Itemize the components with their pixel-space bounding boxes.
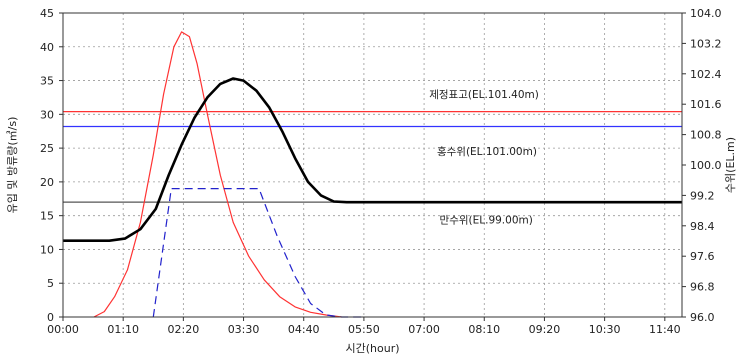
y-left-tick-label: 40 — [40, 41, 54, 54]
y-right-tick-label: 96.0 — [690, 311, 715, 324]
x-tick-label: 03:30 — [228, 323, 260, 336]
y-right-tick-label: 97.6 — [690, 250, 715, 263]
series-line-2 — [63, 77, 682, 242]
x-tick-label: 02:20 — [168, 323, 200, 336]
x-tick-label: 04:40 — [288, 323, 320, 336]
x-tick-label: 05:50 — [348, 323, 380, 336]
x-tick-label: 10:30 — [589, 323, 621, 336]
x-tick-label: 01:10 — [107, 323, 139, 336]
y-left-tick-label: 5 — [47, 277, 54, 290]
y-left-tick-label: 25 — [40, 142, 54, 155]
y-right-tick-label: 100.0 — [690, 159, 722, 172]
y-left-tick-label: 45 — [40, 7, 54, 20]
y-left-tick-label: 0 — [47, 311, 54, 324]
y-left-tick-label: 15 — [40, 210, 54, 223]
series-line-3 — [152, 188, 363, 318]
series-line-1 — [93, 31, 342, 318]
x-tick-label: 08:10 — [468, 323, 500, 336]
reference-label: 홍수위(EL.101.00m) — [437, 145, 537, 158]
x-tick-label: 11:40 — [649, 323, 681, 336]
x-tick-label: 07:00 — [408, 323, 440, 336]
y-right-tick-label: 104.0 — [690, 7, 722, 20]
y-right-tick-label: 99.2 — [690, 189, 715, 202]
y-left-tick-label: 35 — [40, 75, 54, 88]
y-left-tick-label: 10 — [40, 243, 54, 256]
y-left-tick-label: 20 — [40, 176, 54, 189]
x-tick-label: 09:20 — [529, 323, 561, 336]
plot-frame — [62, 12, 683, 318]
y-left-axis-label: 유입 및 방류량(㎥/s) — [6, 117, 19, 214]
y-right-tick-label: 100.8 — [690, 129, 722, 142]
reference-label: 만수위(EL.99.00m) — [440, 214, 533, 227]
y-right-tick-label: 101.6 — [690, 98, 722, 111]
x-axis-label: 시간(hour) — [345, 342, 399, 355]
y-right-tick-label: 103.2 — [690, 37, 722, 50]
y-right-tick-label: 98.4 — [690, 220, 715, 233]
y-right-axis-label: 수위(EL.m) — [724, 137, 737, 193]
y-left-tick-label: 30 — [40, 108, 54, 121]
reference-label: 제정표고(EL.101.40m) — [429, 89, 539, 101]
x-tick-label: 00:00 — [47, 323, 79, 336]
y-right-tick-label: 102.4 — [690, 68, 722, 81]
y-right-tick-label: 96.8 — [690, 281, 715, 294]
